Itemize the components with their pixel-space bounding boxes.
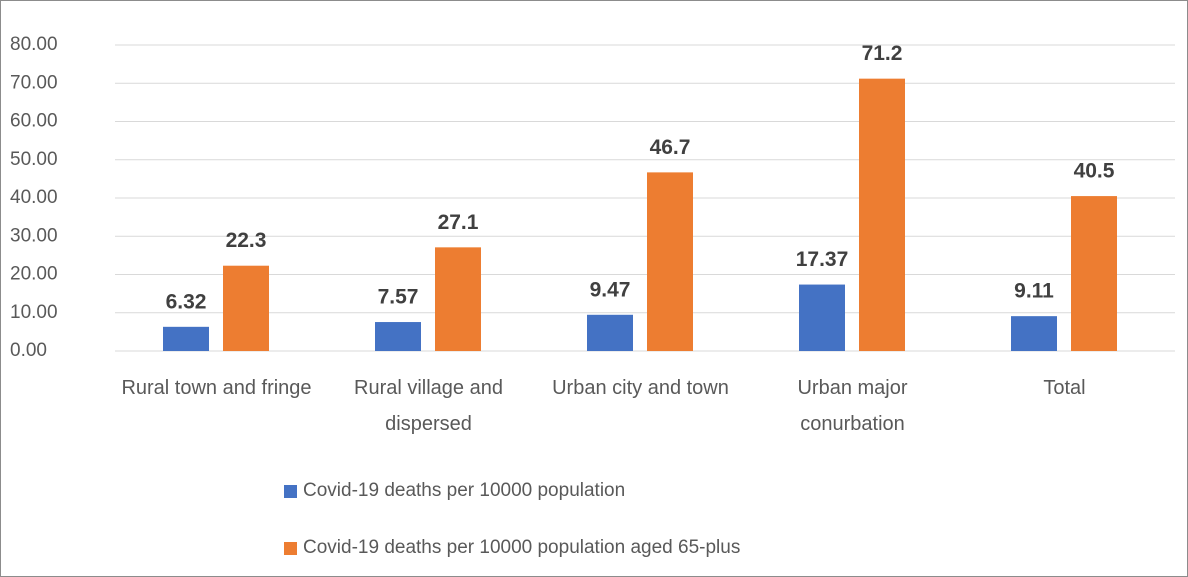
y-tick-label: 40.00	[10, 187, 58, 208]
bar	[163, 326, 209, 351]
y-tick-label: 50.00	[10, 149, 58, 170]
x-tick-label: Total	[1043, 377, 1086, 399]
data-label: 9.47	[590, 278, 631, 301]
data-label: 71.2	[862, 42, 903, 65]
data-label: 40.5	[1074, 160, 1115, 183]
data-label: 17.37	[796, 248, 849, 271]
data-label: 22.3	[226, 229, 267, 252]
y-tick-label: 20.00	[10, 264, 58, 285]
y-tick-label: 80.00	[10, 34, 58, 55]
y-tick-label: 70.00	[10, 72, 58, 93]
legend-entry: Covid-19 deaths per 10000 population age…	[284, 537, 740, 559]
x-tick-label: Urban major conurbation	[797, 377, 908, 435]
x-tick-label: Urban city and town	[552, 377, 729, 399]
x-tick-label: Rural town and fringe	[121, 377, 312, 399]
bar	[647, 172, 693, 351]
y-tick-label: 30.00	[10, 225, 58, 246]
data-label: 46.7	[650, 136, 691, 159]
y-tick-label: 60.00	[10, 111, 58, 132]
y-tick-label: 10.00	[10, 302, 58, 323]
x-tick-label: Rural village and dispersed	[354, 377, 503, 435]
data-label: 9.11	[1014, 280, 1054, 303]
bar	[223, 265, 269, 351]
data-label: 7.57	[378, 286, 419, 309]
data-label: 6.32	[166, 290, 207, 313]
bar	[799, 284, 845, 351]
bar	[859, 78, 905, 351]
bar	[1011, 316, 1057, 351]
legend-swatch	[284, 541, 297, 555]
bar	[587, 314, 633, 351]
legend-label: Covid-19 deaths per 10000 population	[303, 480, 626, 501]
bar	[1071, 196, 1117, 351]
legend-entry: Covid-19 deaths per 10000 population	[284, 480, 625, 502]
legend-label: Covid-19 deaths per 10000 population age…	[303, 537, 741, 558]
legend-swatch	[284, 484, 297, 498]
y-tick-label: 0.00	[10, 340, 47, 361]
data-label: 27.1	[438, 211, 479, 234]
bar	[435, 247, 481, 351]
bar	[375, 322, 421, 351]
